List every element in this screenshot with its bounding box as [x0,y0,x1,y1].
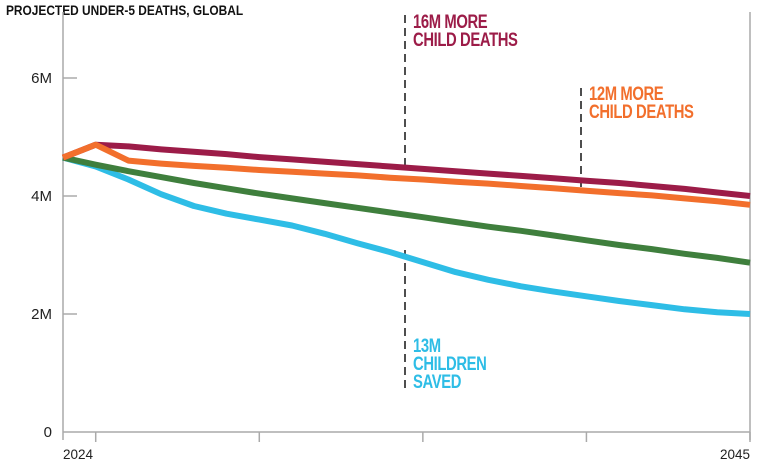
annotation-line: SAVED [413,372,462,393]
annotation-line: CHILD DEATHS [589,102,694,123]
annotation-line: 12M MORE [589,84,664,105]
y-tick-label: 0 [44,424,52,441]
series-line-0 [61,141,751,199]
series-line-1 [61,141,751,208]
annotation-line: 16M MORE [413,12,488,33]
annotation-16m-more-deaths: 16M MORE CHILD DEATHS [413,12,518,51]
annotation-line: 13M [413,336,441,357]
chart-title: PROJECTED UNDER-5 DEATHS, GLOBAL [6,2,244,18]
y-tick-label: 4M [31,188,52,205]
x-tick-label: 2024 [63,446,93,462]
y-tick-label: 6M [31,70,52,87]
annotation-line: CHILD DEATHS [413,30,518,51]
series-line-3 [62,154,751,317]
y-tick-label: 2M [31,306,52,323]
annotation-12m-more-deaths: 12M MORE CHILD DEATHS [589,84,694,123]
annotation-line: CHILDREN [413,354,487,375]
series-line-2 [62,154,751,266]
x-tick-label: 2045 [720,446,750,462]
annotation-13m-saved: 13M CHILDREN SAVED [413,336,487,393]
